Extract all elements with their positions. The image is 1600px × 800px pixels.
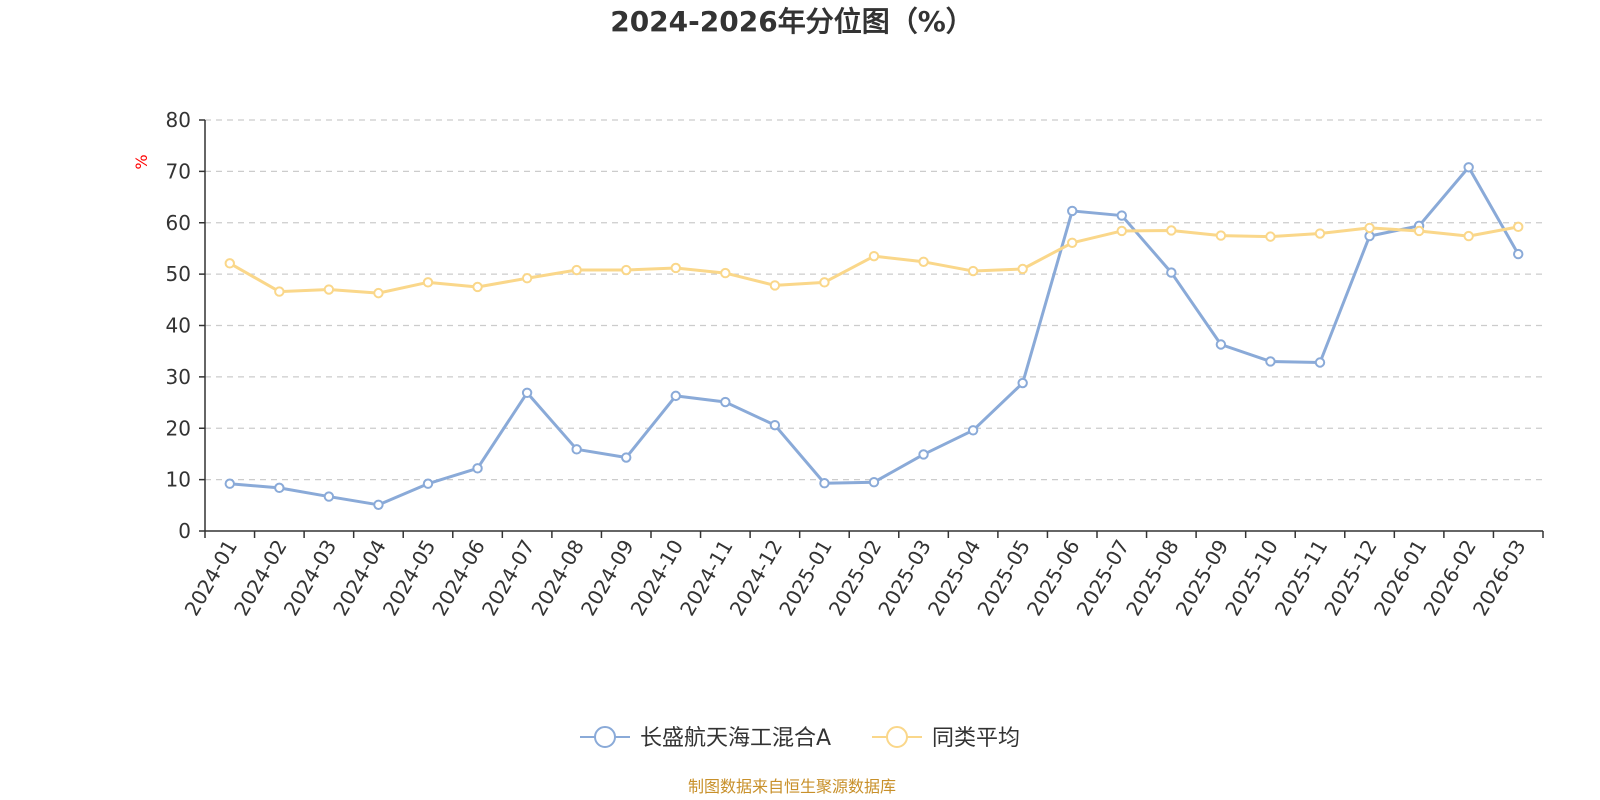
data-point[interactable]: [720, 267, 731, 279]
y-tick-label: 20: [166, 416, 191, 440]
data-point[interactable]: [769, 419, 781, 431]
y-tick-label: 30: [166, 365, 191, 389]
legend-label: 长盛航天海工混合A: [640, 726, 831, 751]
series-lines: [224, 162, 1524, 510]
data-point[interactable]: [422, 478, 434, 489]
y-tick-label: 50: [166, 262, 191, 286]
y-tick-label: 40: [166, 314, 191, 338]
data-point[interactable]: [1364, 222, 1375, 234]
data-point[interactable]: [967, 425, 979, 436]
y-tick-label: 80: [166, 108, 191, 132]
y-tick-label: 60: [166, 211, 191, 235]
data-point[interactable]: [967, 265, 979, 277]
data-point[interactable]: [323, 284, 335, 295]
data-point[interactable]: [1265, 231, 1276, 242]
data-point[interactable]: [224, 258, 235, 269]
legend-label: 同类平均: [932, 726, 1020, 751]
data-point[interactable]: [422, 277, 434, 288]
legend-item[interactable]: 长盛航天海工混合A: [580, 726, 831, 751]
gridlines: [205, 119, 1543, 481]
legend-item[interactable]: 同类平均: [872, 726, 1020, 751]
data-point[interactable]: [1215, 339, 1227, 350]
y-axis-unit-label: %: [132, 154, 151, 169]
data-point[interactable]: [1463, 230, 1474, 242]
axes: 010203040506070802024-012024-022024-0320…: [166, 108, 1544, 620]
series-1: [224, 221, 1524, 299]
data-point[interactable]: [769, 280, 781, 291]
data-point[interactable]: [1314, 357, 1326, 368]
data-point[interactable]: [1166, 267, 1177, 278]
data-point[interactable]: [918, 449, 929, 460]
data-point[interactable]: [1116, 210, 1127, 221]
data-point[interactable]: [1513, 221, 1524, 233]
data-point[interactable]: [621, 264, 632, 276]
data-point[interactable]: [1067, 237, 1078, 248]
data-point[interactable]: [472, 463, 483, 474]
y-tick-label: 70: [166, 159, 191, 183]
y-tick-label: 0: [178, 519, 191, 543]
data-point[interactable]: [868, 250, 880, 262]
data-point[interactable]: [1314, 228, 1326, 239]
data-point[interactable]: [274, 482, 285, 494]
data-point[interactable]: [1166, 225, 1177, 236]
data-point[interactable]: [373, 287, 384, 299]
data-point[interactable]: [571, 264, 582, 276]
data-point[interactable]: [1116, 225, 1127, 237]
source-note: 制图数据来自恒生聚源数据库: [688, 777, 896, 796]
data-point[interactable]: [1463, 162, 1474, 173]
data-point[interactable]: [472, 281, 483, 293]
data-point[interactable]: [274, 286, 285, 297]
data-point[interactable]: [1215, 230, 1227, 241]
data-point[interactable]: [373, 499, 384, 510]
data-point[interactable]: [621, 452, 632, 463]
legend[interactable]: 长盛航天海工混合A 同类平均: [580, 726, 1020, 751]
data-point[interactable]: [670, 262, 681, 274]
data-point[interactable]: [720, 396, 731, 408]
data-point[interactable]: [521, 387, 533, 399]
data-point[interactable]: [571, 444, 582, 455]
data-point[interactable]: [868, 476, 880, 488]
data-point[interactable]: [521, 273, 533, 284]
data-point[interactable]: [1067, 205, 1078, 217]
data-point[interactable]: [224, 478, 235, 489]
legend-marker: [594, 726, 616, 748]
data-point[interactable]: [819, 277, 830, 288]
y-tick-label: 10: [166, 468, 191, 492]
data-point[interactable]: [918, 256, 929, 267]
data-point[interactable]: [1364, 230, 1375, 242]
data-point[interactable]: [1017, 263, 1028, 275]
legend-marker: [886, 726, 908, 748]
series-0: [224, 162, 1524, 510]
data-point[interactable]: [1413, 225, 1425, 237]
chart-title: 2024-2026年分位图（%）: [610, 5, 974, 38]
data-point[interactable]: [819, 478, 830, 489]
data-point[interactable]: [1265, 356, 1276, 367]
data-point[interactable]: [323, 491, 335, 502]
series-line: [228, 165, 1520, 507]
data-point[interactable]: [670, 390, 681, 402]
data-point[interactable]: [1017, 377, 1028, 389]
data-point[interactable]: [1513, 248, 1524, 260]
